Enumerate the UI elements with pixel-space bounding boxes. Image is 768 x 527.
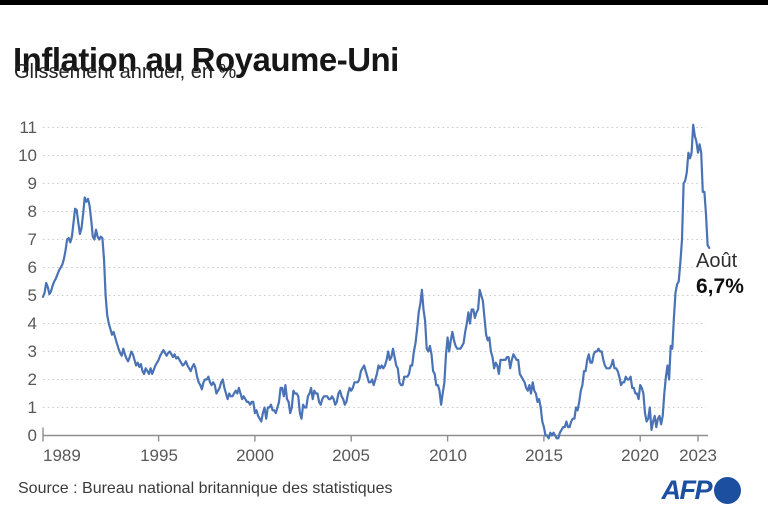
y-axis-label: 9 bbox=[27, 174, 37, 193]
x-axis-label: 2010 bbox=[429, 446, 467, 465]
chart-title: Inflation au Royaume-Uni bbox=[13, 41, 399, 79]
y-axis-label: 5 bbox=[27, 286, 37, 305]
annotation-value-label: 6,7% bbox=[696, 275, 744, 298]
top-accent-bar bbox=[0, 0, 768, 5]
afp-logo: AFP bbox=[661, 475, 741, 506]
y-axis-label: 3 bbox=[27, 342, 37, 361]
x-axis-label: 2020 bbox=[621, 446, 659, 465]
y-axis-label: 0 bbox=[27, 426, 37, 445]
x-axis-label: 1989 bbox=[43, 446, 81, 465]
afp-logo-text: AFP bbox=[661, 475, 713, 505]
latest-value-annotation: Août 6,7% bbox=[696, 248, 744, 300]
gridlines bbox=[43, 127, 706, 408]
x-axis-label: 2015 bbox=[525, 446, 563, 465]
y-axis-label: 1 bbox=[27, 398, 37, 417]
y-axis-label: 10 bbox=[18, 146, 37, 165]
annotation-month-label: Août bbox=[696, 250, 738, 272]
x-axis-label: 2000 bbox=[236, 446, 274, 465]
y-axis-label: 8 bbox=[27, 202, 37, 221]
x-axis-label: 2005 bbox=[332, 446, 370, 465]
y-axis-label: 2 bbox=[27, 370, 37, 389]
inflation-line-path bbox=[41, 123, 711, 440]
x-axis bbox=[42, 427, 708, 442]
source-credit: Source : Bureau national britannique des… bbox=[18, 480, 393, 497]
x-axis-label: 1995 bbox=[140, 446, 178, 465]
x-axis-label: 2023 bbox=[679, 446, 717, 465]
y-axis-label: 11 bbox=[19, 118, 37, 137]
inflation-series-line bbox=[41, 123, 711, 440]
y-axis-label: 6 bbox=[27, 258, 37, 277]
y-axis-label: 7 bbox=[27, 230, 37, 249]
y-axis-label: 4 bbox=[27, 314, 37, 333]
afp-dot-icon bbox=[714, 477, 741, 504]
chart-subtitle: Glissement annuel, en % bbox=[14, 61, 237, 83]
